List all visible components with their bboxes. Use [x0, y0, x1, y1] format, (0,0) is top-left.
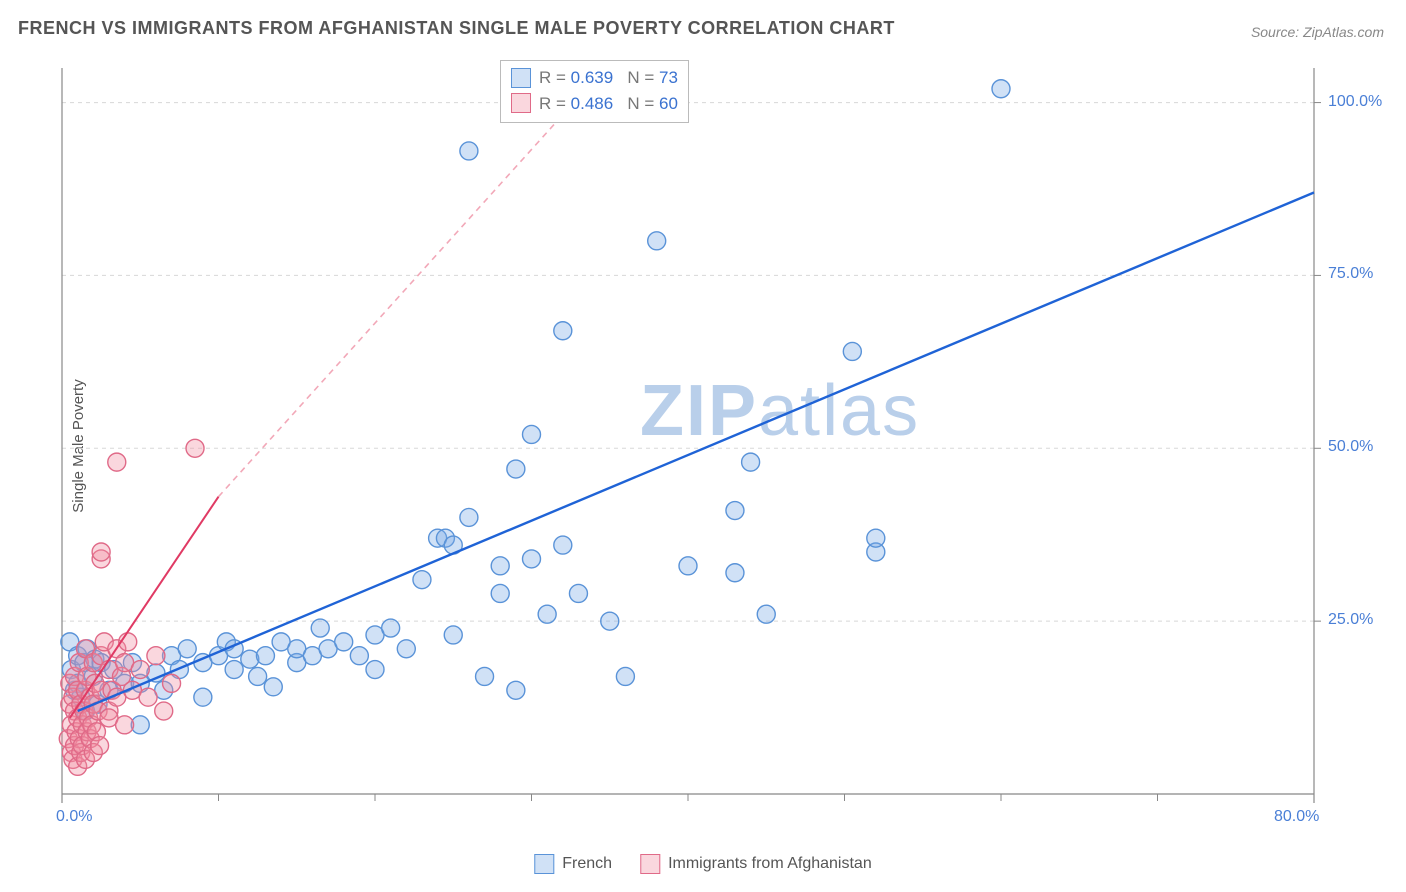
- legend-item: French: [534, 854, 612, 874]
- legend-swatch: [640, 854, 660, 874]
- legend-label: French: [562, 855, 612, 873]
- chart-title: FRENCH VS IMMIGRANTS FROM AFGHANISTAN SI…: [18, 18, 895, 39]
- y-tick-label: 100.0%: [1328, 93, 1382, 111]
- y-tick-label: 25.0%: [1328, 611, 1373, 629]
- series-legend: French Immigrants from Afghanistan: [534, 854, 871, 874]
- source-attribution: Source: ZipAtlas.com: [1251, 24, 1384, 40]
- correlation-legend: R = 0.639 N = 73R = 0.486 N = 60: [500, 60, 689, 123]
- legend-item: Immigrants from Afghanistan: [640, 854, 872, 874]
- x-tick-label: 80.0%: [1274, 808, 1319, 826]
- x-tick-label: 0.0%: [56, 808, 92, 826]
- legend-row: R = 0.486 N = 60: [511, 91, 678, 117]
- legend-stat: R = 0.486 N = 60: [539, 91, 678, 117]
- y-tick-label: 50.0%: [1328, 438, 1373, 456]
- legend-stat: R = 0.639 N = 73: [539, 65, 678, 91]
- legend-swatch: [511, 68, 531, 88]
- legend-label: Immigrants from Afghanistan: [668, 855, 872, 873]
- plot-svg: [54, 56, 1384, 836]
- scatter-plot: 0.0% 80.0% 25.0% 50.0% 75.0% 100.0%: [54, 56, 1384, 836]
- y-tick-label: 75.0%: [1328, 265, 1373, 283]
- legend-swatch: [534, 854, 554, 874]
- legend-swatch: [511, 93, 531, 113]
- legend-row: R = 0.639 N = 73: [511, 65, 678, 91]
